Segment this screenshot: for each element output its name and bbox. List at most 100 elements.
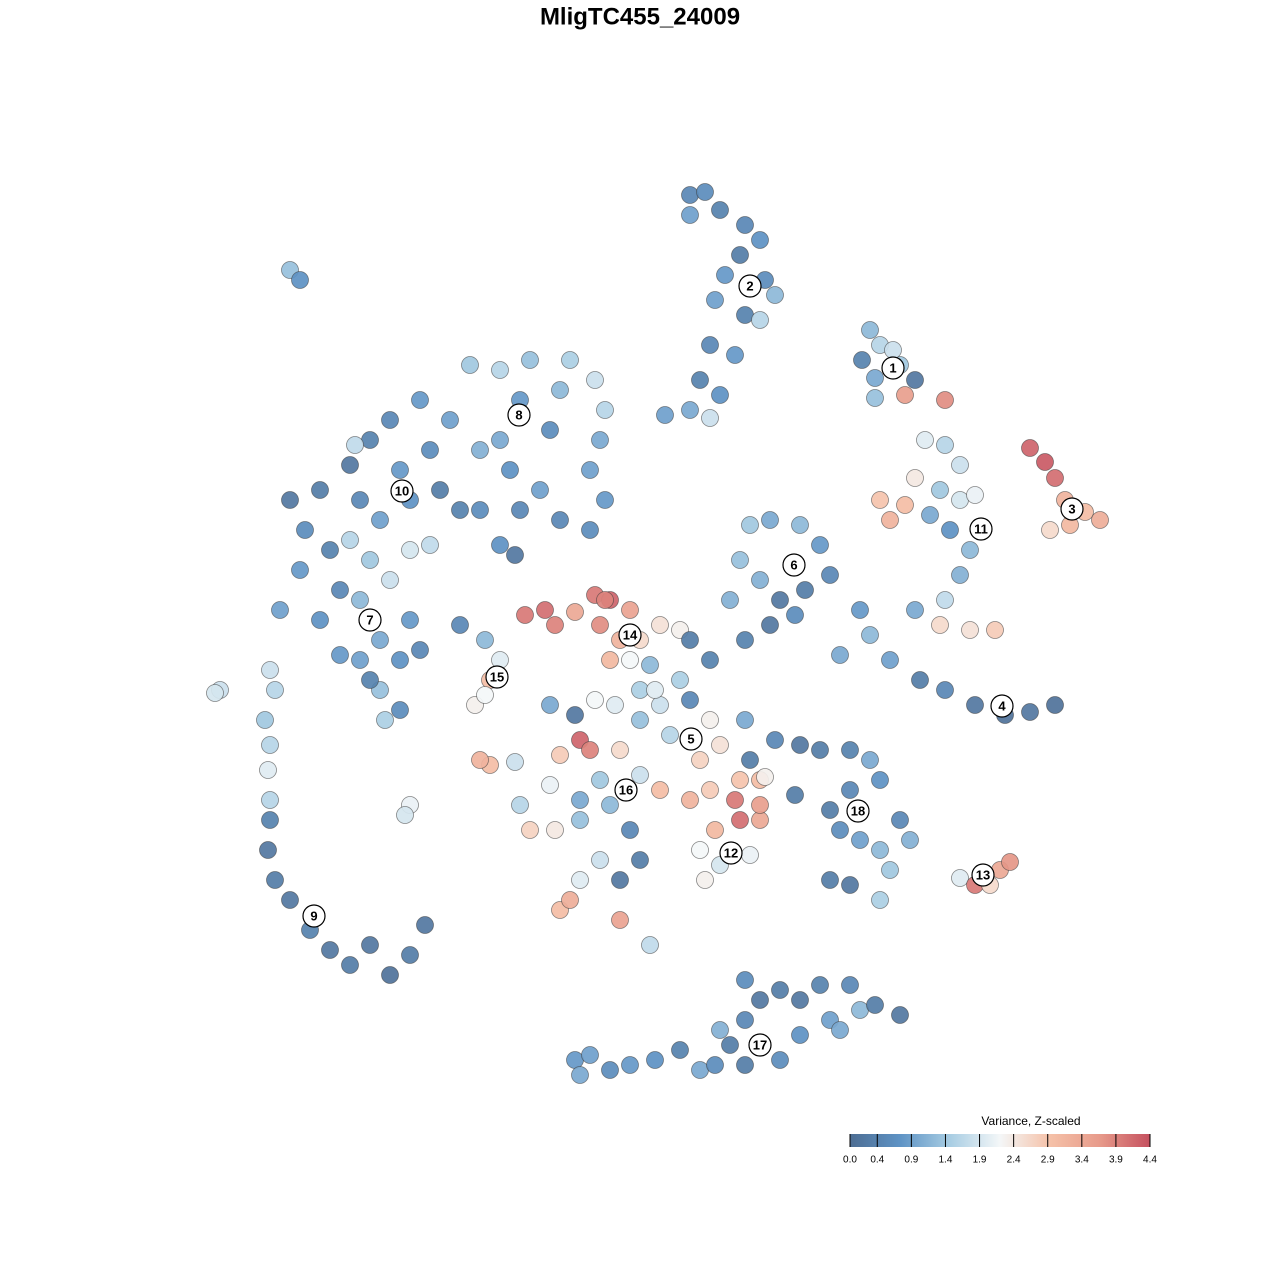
point — [961, 541, 979, 559]
point — [391, 651, 409, 669]
point — [1046, 696, 1064, 714]
point — [321, 541, 339, 559]
point — [866, 369, 884, 387]
point — [711, 201, 729, 219]
point — [341, 956, 359, 974]
point — [711, 736, 729, 754]
point — [706, 291, 724, 309]
point — [551, 511, 569, 529]
point — [586, 371, 604, 389]
point — [631, 681, 649, 699]
point — [936, 681, 954, 699]
point — [561, 351, 579, 369]
point — [881, 861, 899, 879]
point — [581, 521, 599, 539]
points — [206, 183, 1109, 1084]
colorbar-tick-label: 0.4 — [870, 1155, 884, 1166]
point — [841, 741, 859, 759]
point — [811, 536, 829, 554]
cluster-label: 9 — [310, 908, 317, 923]
point — [771, 981, 789, 999]
point — [256, 711, 274, 729]
point — [261, 736, 279, 754]
point — [851, 831, 869, 849]
point — [391, 461, 409, 479]
point — [691, 751, 709, 769]
point — [566, 603, 584, 621]
point — [411, 641, 429, 659]
point — [601, 796, 619, 814]
point — [541, 776, 559, 794]
point — [261, 661, 279, 679]
point — [641, 936, 659, 954]
point — [661, 726, 679, 744]
point — [551, 381, 569, 399]
point — [471, 441, 489, 459]
point — [681, 186, 699, 204]
point — [491, 431, 509, 449]
point — [681, 401, 699, 419]
point — [591, 431, 609, 449]
point — [621, 1056, 639, 1074]
point — [716, 266, 734, 284]
cluster-label: 10 — [395, 483, 409, 498]
point — [736, 306, 754, 324]
cluster-marker — [618, 623, 642, 647]
cluster-label: 5 — [687, 731, 694, 746]
point — [471, 751, 489, 769]
colorbar-tick-label: 1.4 — [939, 1155, 953, 1166]
point — [884, 341, 902, 359]
point — [891, 1006, 909, 1024]
cluster-marker — [358, 608, 382, 632]
cluster-label: 3 — [1068, 501, 1075, 516]
cluster-label: 11 — [974, 521, 988, 536]
point — [931, 616, 949, 634]
cluster-marker — [971, 863, 995, 887]
point — [966, 696, 984, 714]
point — [721, 1036, 739, 1054]
point — [571, 871, 589, 889]
point — [546, 821, 564, 839]
point — [521, 351, 539, 369]
point — [731, 771, 749, 789]
point — [451, 616, 469, 634]
point — [831, 1021, 849, 1039]
point — [851, 1001, 869, 1019]
point — [651, 616, 669, 634]
point — [621, 821, 639, 839]
colorbar-tick-label: 3.9 — [1109, 1155, 1123, 1166]
point — [646, 1051, 664, 1069]
point — [751, 311, 769, 329]
point — [736, 631, 754, 649]
point — [966, 486, 984, 504]
point — [491, 536, 509, 554]
point — [1041, 521, 1059, 539]
point — [671, 1041, 689, 1059]
cluster-marker — [748, 1033, 772, 1057]
point — [811, 741, 829, 759]
point — [761, 616, 779, 634]
point — [731, 551, 749, 569]
cluster-label: 12 — [724, 845, 738, 860]
point — [951, 491, 969, 509]
point — [696, 183, 714, 201]
point — [866, 389, 884, 407]
point — [501, 461, 519, 479]
point — [421, 536, 439, 554]
point — [591, 851, 609, 869]
point — [566, 1051, 584, 1069]
point — [611, 741, 629, 759]
point — [771, 591, 789, 609]
point — [531, 481, 549, 499]
point — [861, 626, 879, 644]
point — [736, 1011, 754, 1029]
point — [936, 436, 954, 454]
point — [766, 731, 784, 749]
colorbar-tick-label: 0.0 — [843, 1155, 857, 1166]
point — [601, 1061, 619, 1079]
point — [281, 491, 299, 509]
point — [911, 671, 929, 689]
point — [421, 441, 439, 459]
colorbar-tick-label: 1.9 — [973, 1155, 987, 1166]
point — [321, 941, 339, 959]
